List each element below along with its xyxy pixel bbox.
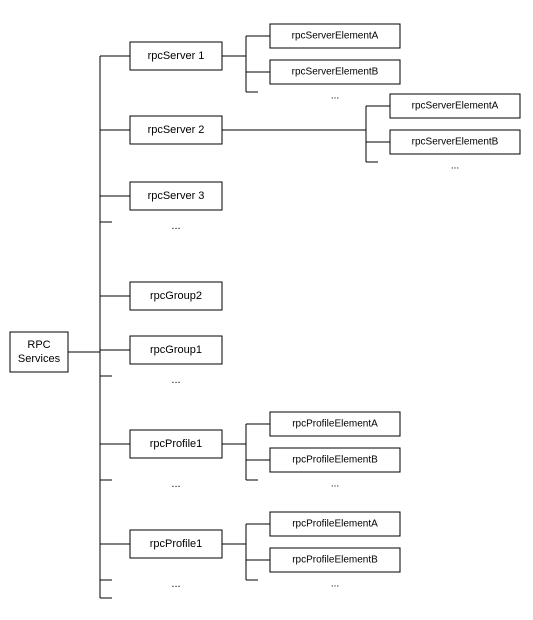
ellipsis: ... [171, 478, 180, 490]
leaf-label-s2-0: rpcServerElementA [412, 101, 499, 112]
ellipsis: ... [171, 578, 180, 590]
root-label-1: RPC [27, 339, 50, 351]
leaf-label-p1b-0: rpcProfileElementA [292, 519, 378, 530]
ellipsis: ... [331, 579, 339, 590]
leaf-label-p1-1: rpcProfileElementB [292, 455, 378, 466]
node-label-s2: rpcServer 2 [148, 124, 205, 136]
leaf-label-s1-1: rpcServerElementB [292, 67, 379, 78]
leaf-label-s2-1: rpcServerElementB [412, 137, 499, 148]
ellipsis: ... [331, 91, 339, 102]
node-label-p1b: rpcProfile1 [150, 538, 203, 550]
ellipsis: ... [171, 220, 180, 232]
node-label-s1: rpcServer 1 [148, 50, 205, 62]
leaf-label-s1-0: rpcServerElementA [292, 31, 379, 42]
ellipsis: ... [451, 161, 459, 172]
ellipsis: ... [331, 479, 339, 490]
root-label-2: Services [18, 353, 61, 365]
node-label-g1: rpcGroup1 [150, 344, 202, 356]
leaf-label-p1-0: rpcProfileElementA [292, 419, 378, 430]
node-label-g2: rpcGroup2 [150, 290, 202, 302]
tree-diagram: RPC Services rpcServer 1 rpcServerElementA r… [0, 0, 533, 620]
node-label-s3: rpcServer 3 [148, 190, 205, 202]
ellipsis: ... [171, 374, 180, 386]
leaf-label-p1b-1: rpcProfileElementB [292, 555, 378, 566]
node-label-p1: rpcProfile1 [150, 438, 203, 450]
